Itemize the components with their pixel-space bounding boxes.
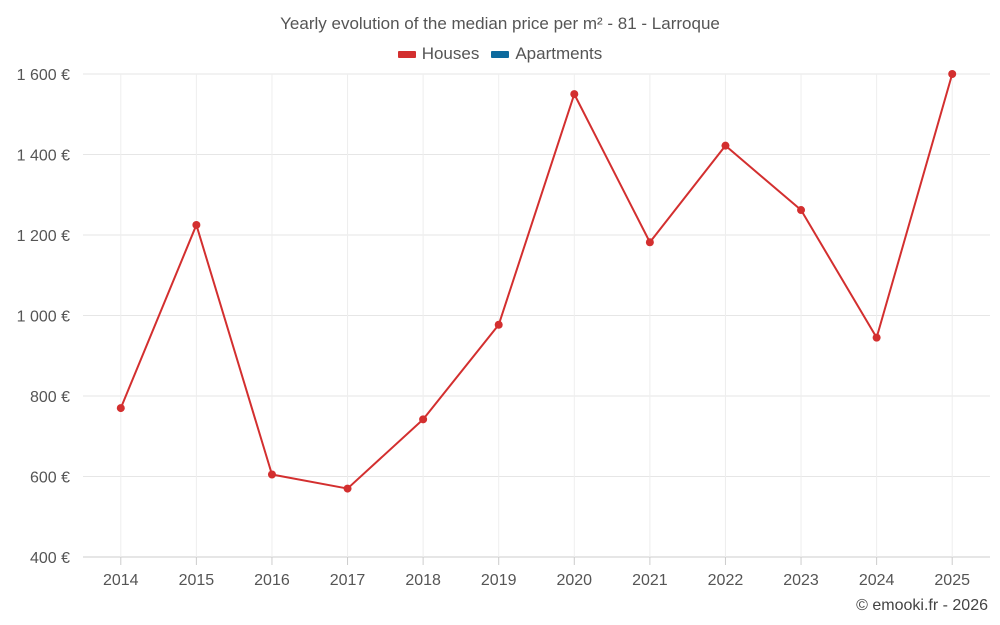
y-tick-label: 800 €	[30, 389, 70, 406]
y-tick-label: 1 600 €	[17, 67, 70, 84]
x-tick-label: 2024	[859, 572, 895, 589]
data-point	[721, 142, 729, 150]
data-point	[344, 485, 352, 493]
x-tick-label: 2019	[481, 572, 517, 589]
y-tick-label: 1 000 €	[17, 309, 70, 326]
x-tick-label: 2021	[632, 572, 668, 589]
data-point	[419, 415, 427, 423]
data-point	[117, 404, 125, 412]
data-point	[873, 334, 881, 342]
x-tick-label: 2020	[556, 572, 592, 589]
y-tick-label: 400 €	[30, 550, 70, 567]
credit-text: © emooki.fr - 2026	[856, 597, 988, 615]
chart-area: 400 € 600 € 800 € 1 000 € 1 200 € 1 400 € 1 60…	[0, 0, 1000, 625]
y-tick-label: 1 200 €	[17, 228, 70, 245]
x-tick-label: 2015	[179, 572, 215, 589]
data-point	[268, 470, 276, 478]
y-tick-label: 1 400 €	[17, 148, 70, 165]
y-tick-label: 600 €	[30, 470, 70, 487]
data-point	[570, 90, 578, 98]
x-tick-label: 2023	[783, 572, 819, 589]
data-point	[948, 70, 956, 78]
data-point	[192, 221, 200, 229]
series-line-houses	[121, 74, 952, 489]
x-tick-label: 2014	[103, 572, 139, 589]
data-point	[646, 238, 654, 246]
data-point	[495, 321, 503, 329]
x-tick-label: 2022	[708, 572, 744, 589]
x-tick-label: 2025	[934, 572, 970, 589]
x-tick-label: 2018	[405, 572, 441, 589]
x-tick-label: 2016	[254, 572, 290, 589]
data-point	[797, 206, 805, 214]
x-tick-label: 2017	[330, 572, 366, 589]
